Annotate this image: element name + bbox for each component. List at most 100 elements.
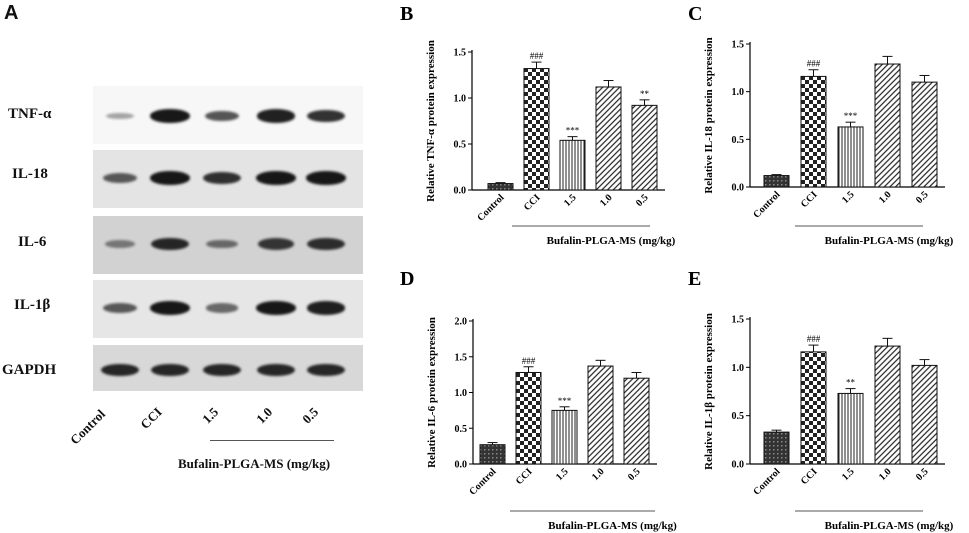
chart-e-xtick-label-2: 1.5: [840, 466, 857, 483]
wb-band-il6-0: [104, 240, 136, 248]
chart-b-bar-4: [631, 104, 658, 191]
wb-band-il18-1: [150, 171, 190, 185]
wb-label-gapdh: GAPDH: [2, 362, 57, 378]
chart-e-ytick-label-1: 0.5: [732, 411, 745, 422]
chart-d-bar-0: [479, 444, 506, 465]
wb-lane-1-0: 1.0: [253, 404, 276, 427]
chart-e-ytick-label-3: 1.5: [732, 315, 745, 326]
chart-c-xtick-label-0: Control: [751, 189, 782, 220]
chart-d-xtick-label-2: 1.5: [554, 466, 571, 483]
chart-c-annotation-1: ###: [807, 59, 821, 69]
chart-b-xtick-label-0: Control: [475, 192, 506, 223]
panel-a-letter: A: [4, 2, 19, 24]
wb-label-il18: IL-18: [12, 166, 48, 182]
chart-d-ytick-label-4: 2.0: [455, 317, 468, 328]
chart-d-bar-3: [587, 365, 614, 465]
wb-group-label: Bufalin-PLGA-MS (mg/kg): [178, 456, 331, 471]
chart-d-ylabel: Relative IL-6 protein expression: [426, 317, 438, 468]
chart-c-ytick-label-2: 1.0: [732, 87, 745, 98]
chart-d-xtick-label-3: 1.0: [590, 466, 607, 483]
chart-c-xtick-label-2: 1.5: [840, 189, 857, 206]
chart-c-ylabel: Relative IL-18 protein expression: [703, 37, 715, 193]
chart-c-ytick-label-0: 0.0: [732, 183, 745, 194]
wb-band-tnf-0: [105, 112, 135, 120]
chart-b: B Relative TNF-α protein expression 0.0 0.5…: [400, 3, 676, 247]
chart-c-bar-1: [800, 75, 827, 188]
chart-d-bar-1: [515, 371, 542, 465]
chart-c-group-label: Bufalin-PLGA-MS (mg/kg): [825, 235, 954, 247]
chart-d-letter: D: [400, 268, 414, 290]
chart-e-xtick-label-3: 1.0: [877, 466, 894, 483]
wb-label-il6: IL-6: [18, 234, 47, 250]
wb-band-il18-0: [103, 173, 137, 183]
wb-band-tnf-3: [256, 109, 296, 123]
chart-d-annotation-2: ***: [558, 396, 572, 406]
wb-band-il1b-0: [103, 303, 137, 313]
wb-band-il1b-2: [205, 303, 239, 313]
chart-d-bar-4: [623, 377, 650, 465]
wb-band-gapdh-0: [101, 363, 139, 377]
chart-e-ytick-label-0: 0.0: [732, 460, 745, 471]
chart-b-bar-3: [595, 86, 622, 191]
chart-b-letter: B: [400, 3, 413, 25]
chart-e-xtick-label-4: 0.5: [914, 466, 931, 483]
wb-lane-cci: CCI: [137, 404, 165, 432]
chart-e-group-label: Bufalin-PLGA-MS (mg/kg): [825, 520, 954, 532]
wb-band-il18-2: [203, 171, 241, 185]
wb-band-il6-4: [307, 237, 345, 251]
chart-b-xtick-label-3: 1.0: [598, 192, 615, 209]
chart-e: E Relative IL-1β protein expression 0.0 0.5…: [688, 268, 954, 532]
chart-c-ytick-label-3: 1.5: [732, 40, 745, 51]
chart-b-bar-0: [487, 183, 514, 191]
wb-label-il1b: IL-1β: [14, 297, 51, 313]
chart-e-bar-2: [837, 392, 864, 465]
chart-c-letter: C: [688, 3, 702, 25]
wb-lane-1-5: 1.5: [199, 404, 222, 427]
chart-e-annotation-1: ###: [807, 334, 821, 344]
chart-b-annotation-2: ***: [566, 126, 580, 136]
chart-e-ylabel: Relative IL-1β protein expression: [703, 313, 715, 470]
wb-band-tnf-1: [150, 109, 190, 123]
chart-b-ylabel: Relative TNF-α protein expression: [425, 40, 437, 202]
chart-c-bar-3: [874, 63, 901, 188]
wb-band-tnf-2: [204, 110, 240, 122]
wb-band-gapdh-1: [151, 363, 189, 377]
wb-band-il6-1: [151, 237, 189, 251]
chart-e-bar-3: [874, 345, 901, 465]
chart-b-annotation-4: **: [640, 89, 650, 99]
wb-band-gapdh-4: [307, 363, 345, 377]
chart-d-group-label: Bufalin-PLGA-MS (mg/kg): [548, 520, 677, 532]
wb-band-il1b-3: [256, 301, 296, 315]
wb-band-gapdh-2: [203, 363, 241, 377]
chart-c-annotation-2: ***: [844, 111, 858, 121]
wb-band-il1b-1: [150, 301, 190, 315]
chart-d-xtick-label-1: CCI: [514, 466, 535, 487]
chart-d-bar-2: [551, 409, 578, 465]
wb-band-il6-3: [257, 238, 295, 250]
chart-e-letter: E: [688, 268, 701, 290]
chart-e-annotation-2: **: [846, 378, 856, 388]
wb-band-il6-2: [206, 239, 238, 249]
chart-b-ytick-label-0: 0.0: [454, 186, 467, 197]
chart-b-bar-1: [523, 68, 550, 191]
chart-e-ytick-label-2: 1.0: [732, 363, 745, 374]
chart-c-bar-0: [763, 175, 790, 188]
chart-d-xtick-label-0: Control: [467, 466, 498, 497]
chart-b-xtick-label-2: 1.5: [562, 192, 579, 209]
chart-c-xtick-label-4: 0.5: [914, 189, 931, 206]
chart-d-ytick-label-2: 1.0: [455, 388, 468, 399]
chart-e-bar-4: [911, 364, 938, 465]
chart-c-ytick-label-1: 0.5: [732, 135, 745, 146]
chart-d-ytick-label-3: 1.5: [455, 352, 468, 363]
chart-e-bar-1: [800, 351, 827, 465]
chart-d-ytick-label-1: 0.5: [455, 424, 468, 435]
chart-c-bar-4: [911, 81, 938, 188]
wb-band-gapdh-3: [257, 363, 295, 377]
chart-d-annotation-1: ###: [522, 356, 536, 366]
wb-group-line: [210, 440, 334, 441]
chart-e-bar-0: [763, 431, 790, 465]
chart-c-bar-2: [837, 126, 864, 188]
chart-e-xtick-label-1: CCI: [799, 466, 820, 487]
chart-d: D Relative IL-6 protein expression 0.0 0.5 1…: [400, 268, 677, 532]
